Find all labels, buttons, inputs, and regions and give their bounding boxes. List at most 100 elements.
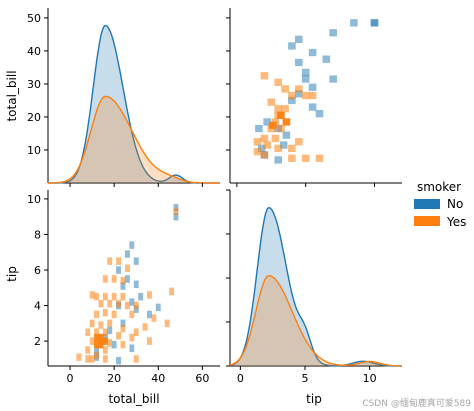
hist-cell-yes-16: [263, 141, 271, 149]
hist2d-total-bill-vs-tip-panel: [76, 204, 179, 365]
hist-cell-no-3: [125, 250, 130, 258]
hist-cell-no-19: [111, 340, 117, 349]
hist-cell-yes-28: [120, 324, 126, 333]
hist-cell-yes-1: [107, 257, 113, 265]
hist-cell-no-3: [370, 19, 379, 27]
hist-cell-yes-14: [116, 300, 121, 308]
hist-cell-yes-17: [147, 291, 152, 299]
hist-cell-yes-20: [102, 308, 108, 317]
hist-cell-yes-23: [315, 154, 324, 162]
hist-cell-no-4: [295, 35, 303, 43]
hist-cell-no-20: [282, 131, 291, 139]
hist-cell-yes-8: [94, 292, 99, 301]
hist-cell-yes-7: [267, 98, 276, 106]
hist-cell-yes-5: [111, 275, 117, 283]
hist-cell-yes-5: [301, 91, 310, 100]
watermark: CSDN @缅甸鹿真可爱589: [362, 399, 471, 409]
hist-cell-no-8: [120, 282, 126, 290]
kde-tip-yes-fill: [230, 275, 402, 366]
hist-cell-yes-0: [260, 72, 269, 80]
hist-cell-no-1: [173, 212, 179, 221]
hist-cell-yes-43: [76, 353, 82, 361]
x-tip-ticklabel-0: 0: [237, 372, 244, 385]
axis-ticks: 10 20 30 40 50 2 4 6 8 10 0 20 40 60 0 5 10: [27, 12, 377, 385]
hist-cell-yes-30: [142, 323, 148, 331]
hist-cell-yes-2: [116, 257, 121, 265]
hist-cell-no-21: [129, 344, 135, 352]
hist-cell-yes-9: [102, 292, 108, 301]
hist-cell-yes-6: [120, 276, 126, 285]
hist-cell-yes-10: [111, 292, 117, 301]
hist-cell-no-8: [295, 58, 303, 67]
hist-cell-yes-36: [147, 337, 152, 345]
hist-cell-no-13: [147, 310, 152, 319]
hist-cell-yes-1: [274, 78, 282, 86]
y-total-bill-ticklabel-20: 20: [27, 111, 41, 124]
kde-total-bill-panel: [48, 24, 220, 184]
hist-cell-no-15: [308, 103, 317, 111]
hist-cell-yes-15: [125, 301, 130, 310]
y-axis-label-total-bill: total_bill: [5, 70, 19, 121]
hist-cell-yes-13: [107, 300, 113, 308]
hist-cell-no-16: [107, 326, 113, 335]
hist-cell-no-9: [301, 68, 310, 77]
kde-tip-yes-line: [229, 274, 403, 367]
hist-cell-dense-4: [102, 337, 108, 345]
hist-cell-yes-39: [120, 340, 126, 349]
hist-cell-yes-14: [271, 134, 280, 143]
legend-swatch-yes: [414, 216, 440, 226]
x-tip-ticklabel-5: 5: [302, 372, 309, 385]
kde-tip-no-fill: [230, 207, 402, 366]
hist-cell-dense-2: [268, 121, 277, 129]
kde-tip-panel: [229, 206, 403, 367]
hist-cell-yes-11: [120, 292, 126, 301]
hist-cell-no-7: [322, 55, 331, 63]
hist-cell-no-0: [350, 19, 358, 27]
hist-cell-no-22: [257, 144, 266, 152]
x-axis-label-total-bill: total_bill: [108, 392, 159, 406]
hist-cell-no-6: [308, 48, 317, 57]
hist-cell-no-10: [301, 75, 310, 83]
y-total-bill-ticklabel-10: 10: [27, 144, 41, 157]
hist-cell-no-5: [116, 266, 121, 274]
hist-cell-yes-18: [169, 287, 174, 296]
hist-cell-no-7: [133, 280, 139, 288]
hist-cell-no-2: [329, 29, 337, 37]
hist-cell-no-12: [308, 83, 317, 91]
hist-cell-yes-3: [288, 91, 296, 100]
hist-cell-yes-2: [281, 85, 289, 93]
hist-cell-no-24: [274, 156, 282, 164]
legend-label-yes: Yes: [446, 215, 466, 229]
x-axis-label-tip: tip: [306, 392, 322, 406]
hist-cell-yes-24: [288, 154, 296, 162]
hist-cell-yes-3: [125, 264, 130, 272]
hist-cell-yes-46: [102, 355, 108, 363]
hist-cell-yes-35: [129, 333, 135, 342]
hist-cell-yes-8: [274, 105, 282, 113]
y-tip-ticklabel-4: 4: [34, 300, 41, 313]
kde-total-bill-no-fill: [48, 25, 220, 183]
hist-cell-yes-18: [260, 151, 269, 159]
hist-cell-no-5: [288, 42, 296, 50]
hist-cell-yes-22: [301, 154, 310, 162]
hist-cell-yes-4: [295, 85, 303, 93]
hist-cell-no-23: [116, 356, 121, 365]
hist2d-tip-vs-total-bill-panel: [253, 19, 379, 164]
hist-cell-yes-34: [116, 332, 121, 340]
legend-title: smoker: [417, 180, 461, 194]
hist-cell-no-15: [120, 319, 126, 328]
hist-cell-yes-38: [107, 339, 113, 347]
hist-cell-yes-16: [133, 301, 139, 310]
hist-cell-yes-40: [85, 346, 91, 354]
hist-cell-no-13: [295, 90, 303, 98]
hist-cell-dense-1: [282, 118, 291, 126]
x-tip-ticklabel-10: 10: [363, 372, 377, 385]
hist-cell-yes-27: [107, 319, 113, 328]
hist-cell-yes-45: [89, 355, 95, 363]
hist-cell-yes-13: [277, 124, 285, 133]
hist-cell-no-17: [263, 118, 271, 126]
y-tip-ticklabel-8: 8: [34, 228, 41, 241]
hist-cell-yes-42: [102, 346, 108, 354]
x-total-bill-ticklabel-40: 40: [151, 372, 165, 385]
hist-cell-dense-2: [94, 340, 99, 349]
